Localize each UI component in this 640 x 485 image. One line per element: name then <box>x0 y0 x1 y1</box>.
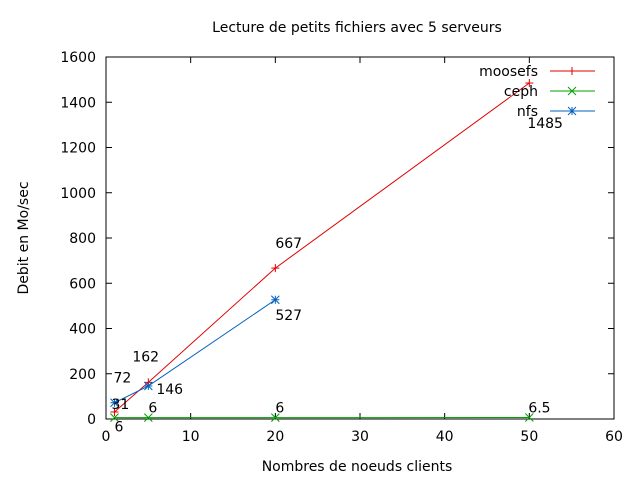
data-label-nfs: 527 <box>275 308 302 324</box>
legend-label: ceph <box>504 84 538 100</box>
x-tick-label: 50 <box>520 429 538 445</box>
legend-marker <box>568 107 576 115</box>
y-tick-label: 1400 <box>60 95 96 111</box>
y-tick-label: 1200 <box>60 141 96 157</box>
data-label-moosefs: 162 <box>132 349 159 365</box>
x-tick-label: 40 <box>436 429 454 445</box>
x-tick-label: 60 <box>605 429 623 445</box>
x-tick-label: 0 <box>102 429 111 445</box>
data-label-nfs: 72 <box>113 371 131 387</box>
data-label-moosefs: 31 <box>111 397 129 413</box>
x-tick-label: 30 <box>351 429 369 445</box>
series-ceph <box>110 414 533 422</box>
y-tick-label: 600 <box>69 276 96 292</box>
legend-label: moosefs <box>479 64 538 80</box>
y-tick-label: 800 <box>69 231 96 247</box>
series-moosefs <box>110 79 533 416</box>
y-tick-label: 400 <box>69 322 96 338</box>
series-line-moosefs <box>114 83 529 412</box>
chart-title: Lecture de petits fichiers avec 5 serveu… <box>212 20 502 36</box>
y-tick-label: 1000 <box>60 186 96 202</box>
y-tick-label: 1600 <box>60 50 96 66</box>
y-tick-label: 0 <box>87 412 96 428</box>
x-tick-label: 20 <box>266 429 284 445</box>
data-label-nfs: 146 <box>156 382 183 398</box>
data-point-nfs <box>144 382 152 390</box>
legend-label: nfs <box>517 104 538 120</box>
data-label-moosefs: 667 <box>275 236 302 252</box>
data-label-ceph: 6.5 <box>528 401 550 417</box>
x-axis-label: Nombres de noeuds clients <box>262 459 453 475</box>
legend-item-ceph: ceph <box>504 84 595 100</box>
series-layer <box>110 79 533 422</box>
data-label-ceph: 6 <box>114 420 123 436</box>
y-tick-label: 200 <box>69 367 96 383</box>
data-point-nfs <box>271 296 279 304</box>
x-tick-label: 10 <box>182 429 200 445</box>
legend-marker <box>568 67 576 75</box>
legend: moosefs ceph nfs <box>479 64 595 120</box>
legend-item-moosefs: moosefs <box>479 64 595 80</box>
data-label-ceph: 6 <box>275 401 284 417</box>
y-axis-label: Debit en Mo/sec <box>16 181 32 294</box>
data-label-ceph: 6 <box>148 401 157 417</box>
